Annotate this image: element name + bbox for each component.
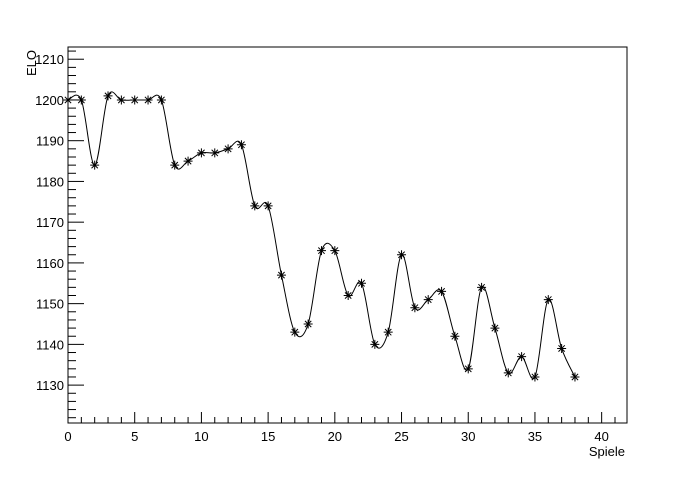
x-tick-label: 30 <box>461 429 475 444</box>
y-tick-label: 1180 <box>36 174 64 189</box>
marker <box>503 368 513 378</box>
marker <box>517 352 527 362</box>
x-tick-label: 20 <box>328 429 342 444</box>
y-tick-label: 1160 <box>36 256 64 271</box>
marker <box>316 246 326 256</box>
marker <box>423 295 433 305</box>
marker <box>76 95 86 105</box>
y-tick-label: 1210 <box>35 52 64 67</box>
marker <box>183 156 193 166</box>
marker <box>477 282 487 292</box>
marker <box>357 278 367 288</box>
marker <box>196 148 206 158</box>
marker <box>210 148 220 158</box>
line <box>67 91 576 380</box>
marker <box>343 290 353 300</box>
marker <box>156 95 166 105</box>
marker <box>250 201 260 211</box>
marker <box>103 91 113 101</box>
marker <box>116 95 126 105</box>
y-tick-label: 1130 <box>36 378 64 393</box>
marker <box>90 160 100 170</box>
marker <box>276 270 286 280</box>
y-axis-label: ELO <box>24 50 39 76</box>
marker <box>330 246 340 256</box>
marker <box>490 323 500 333</box>
x-tick-label: 5 <box>131 429 138 444</box>
y-tick-label: 1190 <box>36 134 64 149</box>
marker <box>463 364 473 374</box>
marker <box>143 95 153 105</box>
x-tick-label: 15 <box>261 429 275 444</box>
marker <box>236 140 246 150</box>
marker <box>170 160 180 170</box>
marker <box>570 372 580 382</box>
marker <box>63 95 73 105</box>
marker <box>130 95 140 105</box>
x-tick-label: 10 <box>194 429 208 444</box>
marker <box>383 327 393 337</box>
marker <box>263 201 273 211</box>
x-tick-label: 35 <box>528 429 542 444</box>
marker <box>543 295 553 305</box>
marker <box>397 250 407 260</box>
x-tick-label: 25 <box>394 429 408 444</box>
marker <box>450 331 460 341</box>
marker <box>370 339 380 349</box>
marker <box>530 372 540 382</box>
y-tick-label: 1170 <box>36 215 64 230</box>
plot-frame <box>67 46 628 424</box>
y-tick-label: 1200 <box>35 93 64 108</box>
x-tick-label: 0 <box>64 429 71 444</box>
x-tick-label: 40 <box>594 429 608 444</box>
marker <box>303 319 313 329</box>
marker <box>557 343 567 353</box>
y-tick-label: 1140 <box>36 337 64 352</box>
marker <box>410 303 420 313</box>
marker <box>223 144 233 154</box>
y-tick-label: 1150 <box>36 297 64 312</box>
marker <box>437 286 447 296</box>
x-axis-label: Spiele <box>589 444 625 459</box>
marker <box>290 327 300 337</box>
